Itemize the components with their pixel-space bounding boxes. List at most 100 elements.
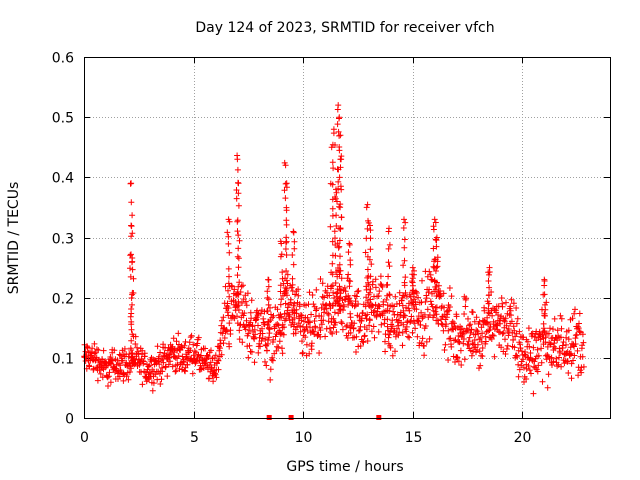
data-point (402, 219, 409, 226)
data-point (423, 338, 430, 345)
data-point (337, 201, 344, 208)
data-point (367, 222, 373, 229)
data-point (278, 240, 285, 247)
data-point (234, 228, 241, 235)
data-point (408, 313, 415, 320)
data-point (332, 142, 338, 148)
data-point (473, 327, 480, 334)
data-point (106, 369, 113, 376)
data-point (145, 363, 152, 370)
data-point (331, 309, 338, 316)
data-point (530, 344, 537, 351)
data-point (574, 347, 581, 354)
data-point (558, 315, 565, 322)
data-point (565, 327, 572, 334)
data-point (485, 292, 492, 299)
data-point (550, 358, 557, 365)
data-point (401, 236, 408, 243)
data-point (336, 302, 343, 309)
data-point (331, 295, 338, 301)
data-point (334, 293, 341, 300)
data-point (323, 305, 330, 312)
data-point (234, 253, 241, 260)
data-point (482, 333, 489, 340)
data-point (441, 304, 447, 311)
data-point (330, 315, 337, 322)
data-point (407, 319, 414, 325)
data-point (129, 359, 136, 366)
data-point (510, 300, 517, 307)
data-point (330, 324, 337, 331)
data-point (333, 212, 340, 219)
data-point (128, 180, 135, 187)
data-point (479, 345, 486, 351)
data-point (252, 331, 259, 338)
data-point (386, 241, 393, 248)
data-point (91, 340, 98, 347)
data-point (326, 292, 333, 299)
data-point (140, 358, 147, 365)
data-point (346, 283, 353, 290)
data-point (279, 345, 285, 352)
data-point (123, 373, 130, 380)
data-point (406, 307, 413, 314)
data-point (336, 203, 343, 210)
data-point (289, 275, 296, 282)
data-point (325, 311, 332, 318)
data-point (316, 350, 323, 356)
data-point (265, 301, 272, 308)
data-point (291, 245, 298, 252)
y-tick-label: 0.6 (52, 51, 74, 67)
data-point (159, 368, 166, 375)
data-point (540, 320, 547, 327)
data-point (217, 345, 223, 352)
data-point (264, 294, 271, 301)
data-point (385, 273, 392, 280)
data-point (396, 289, 403, 296)
data-point (364, 253, 371, 260)
data-point (372, 284, 379, 291)
data-point (490, 332, 497, 339)
data-point (335, 102, 342, 109)
data-point (563, 341, 569, 348)
data-point (329, 330, 336, 337)
data-point (291, 315, 298, 321)
data-point (431, 216, 438, 223)
data-point (386, 263, 393, 270)
data-point (210, 378, 217, 385)
data-point (215, 357, 222, 364)
data-point (353, 333, 360, 340)
data-point (389, 323, 396, 330)
data-point (93, 346, 100, 353)
data-point (523, 376, 530, 382)
data-point (128, 199, 135, 206)
data-point (499, 303, 506, 310)
data-point (105, 373, 112, 380)
data-point (351, 320, 358, 327)
data-point (283, 234, 290, 241)
data-point (389, 352, 396, 359)
data-point (565, 336, 572, 343)
data-point (384, 323, 391, 330)
data-point (479, 330, 486, 337)
data-point (308, 340, 315, 347)
data-point (565, 370, 572, 376)
data-point (481, 307, 488, 314)
data-point (251, 359, 258, 366)
data-point (128, 337, 135, 344)
data-point (303, 341, 310, 348)
data-point (214, 360, 220, 367)
data-point (245, 330, 252, 337)
data-point (336, 147, 343, 154)
data-point (434, 254, 441, 261)
data-point (409, 278, 415, 285)
data-point (558, 363, 565, 370)
x-tick-label: 15 (405, 430, 423, 446)
data-point (224, 328, 230, 335)
data-point (105, 383, 111, 389)
data-point (184, 361, 191, 368)
data-point (257, 310, 264, 317)
data-point (333, 329, 340, 335)
data-point (121, 345, 128, 352)
data-point (213, 374, 220, 381)
